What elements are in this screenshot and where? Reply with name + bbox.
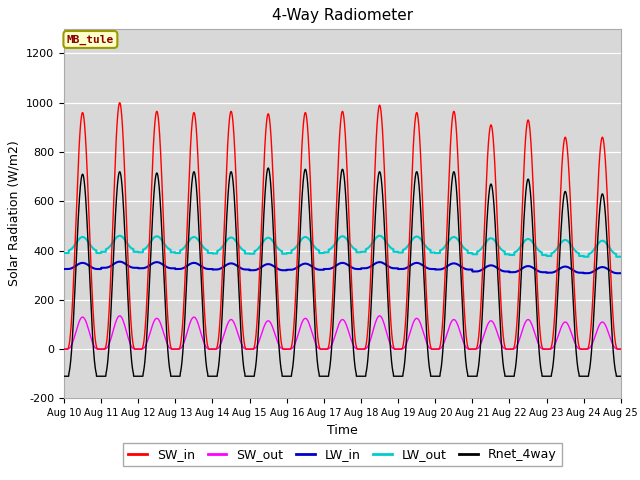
LW_in	[161, 263, 168, 268]
LW_in	[60, 266, 68, 272]
Text: MB_tule: MB_tule	[67, 35, 114, 45]
Line: SW_out: SW_out	[64, 316, 621, 349]
SW_out	[60, 346, 68, 352]
SW_out	[467, 346, 475, 352]
LW_in	[616, 270, 624, 276]
SW_in	[60, 346, 68, 352]
Line: LW_in: LW_in	[64, 262, 621, 273]
SW_out	[116, 313, 124, 319]
SW_in	[616, 346, 624, 352]
Line: LW_out: LW_out	[64, 236, 621, 257]
X-axis label: Time: Time	[327, 424, 358, 437]
LW_out	[116, 233, 124, 239]
Title: 4-Way Radiometer: 4-Way Radiometer	[272, 9, 413, 24]
LW_out	[616, 254, 624, 260]
Y-axis label: Solar Radiation (W/m2): Solar Radiation (W/m2)	[8, 141, 20, 287]
LW_in	[322, 266, 330, 272]
LW_in	[617, 270, 625, 276]
LW_out	[161, 240, 168, 246]
SW_out	[617, 346, 625, 352]
SW_in	[467, 346, 475, 352]
LW_in	[467, 267, 475, 273]
SW_out	[499, 344, 507, 350]
LW_out	[617, 254, 625, 260]
LW_out	[499, 248, 507, 253]
LW_in	[436, 266, 444, 272]
LW_out	[467, 250, 475, 256]
SW_in	[161, 236, 168, 242]
SW_out	[322, 346, 330, 352]
Legend: SW_in, SW_out, LW_in, LW_out, Rnet_4way: SW_in, SW_out, LW_in, LW_out, Rnet_4way	[124, 443, 561, 466]
LW_out	[436, 247, 444, 253]
Rnet_4way	[264, 165, 272, 171]
SW_in	[499, 329, 507, 335]
Rnet_4way	[499, 359, 507, 364]
LW_in	[580, 270, 588, 276]
Rnet_4way	[436, 369, 444, 375]
SW_out	[616, 346, 624, 352]
SW_in	[116, 100, 124, 106]
LW_out	[580, 254, 588, 260]
SW_in	[617, 346, 625, 352]
Line: SW_in: SW_in	[64, 103, 621, 349]
SW_in	[322, 346, 330, 352]
SW_out	[436, 346, 444, 351]
Rnet_4way	[160, 276, 168, 282]
Rnet_4way	[467, 373, 475, 379]
Rnet_4way	[322, 373, 330, 379]
Rnet_4way	[617, 373, 625, 379]
Line: Rnet_4way: Rnet_4way	[64, 168, 621, 376]
SW_out	[161, 332, 168, 338]
SW_in	[436, 342, 444, 348]
LW_out	[60, 250, 68, 256]
Rnet_4way	[616, 373, 624, 379]
Rnet_4way	[60, 373, 68, 379]
LW_in	[116, 259, 124, 264]
LW_out	[322, 250, 330, 255]
LW_in	[499, 268, 507, 274]
